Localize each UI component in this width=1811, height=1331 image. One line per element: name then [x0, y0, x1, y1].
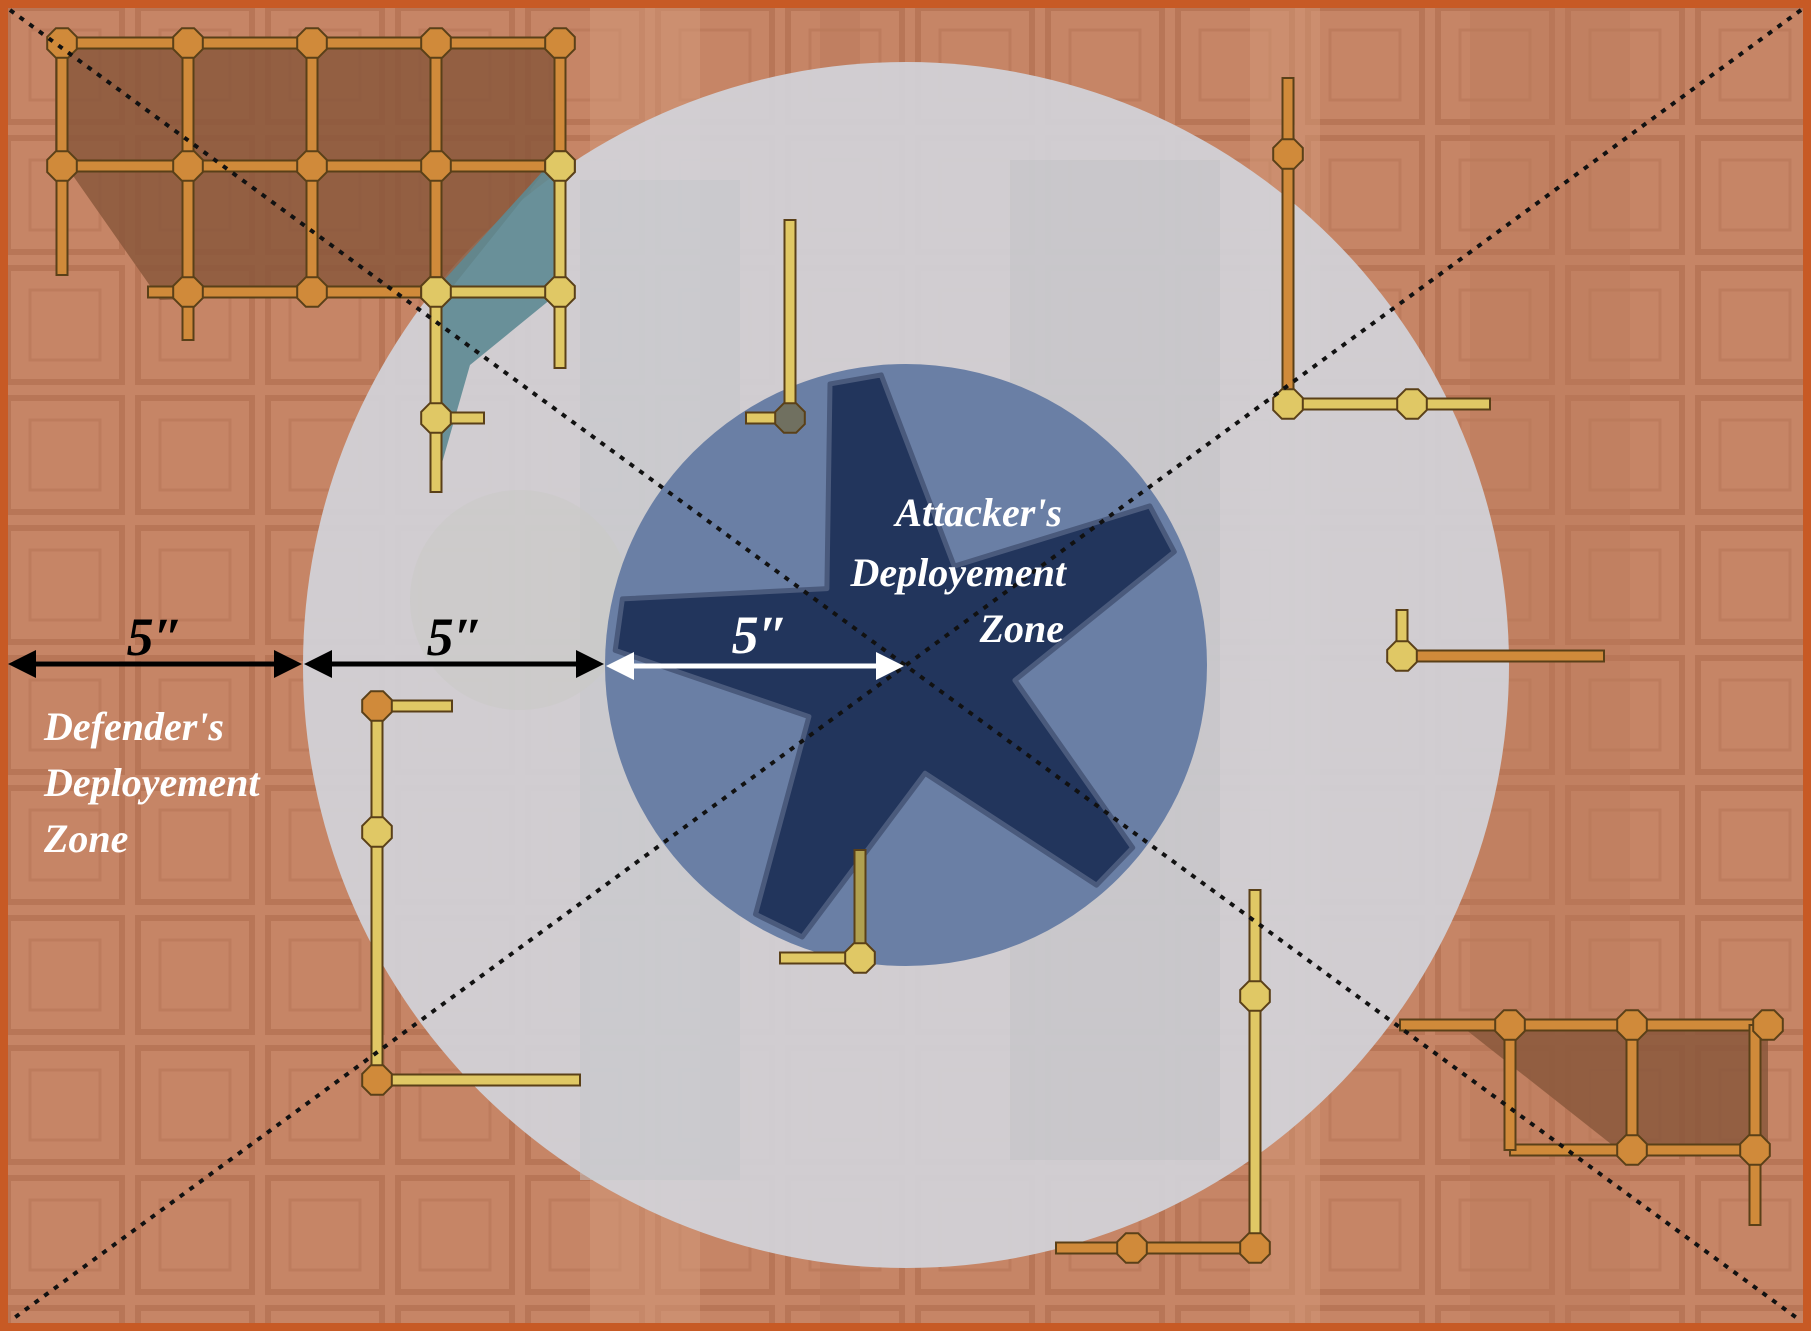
wall-segment [853, 849, 867, 959]
wall-segment [1248, 889, 1262, 1249]
wall-node [1272, 388, 1304, 420]
wall-node [172, 27, 204, 59]
wall-node [1494, 1009, 1526, 1041]
defender-label-line-3: Zone [43, 816, 128, 861]
wall-segment [1625, 1024, 1639, 1151]
distance-arrow-1 [8, 650, 302, 678]
distance-label-2: 5″ [427, 607, 484, 667]
wall-segment [1503, 1024, 1517, 1151]
attacker-label-line-2: Deployement [850, 550, 1068, 595]
wall-segment [1401, 649, 1605, 663]
wall-segment [370, 705, 384, 1081]
defender-label-line-2: Deployement [43, 760, 261, 805]
wall-segment [305, 42, 319, 167]
distance-label-3: 5″ [732, 605, 789, 665]
wall-segment [55, 42, 69, 167]
wall-segment [1281, 77, 1295, 405]
wall-node [172, 150, 204, 182]
wall-node [172, 276, 204, 308]
wall-node [46, 150, 78, 182]
wall-node [544, 150, 576, 182]
wall-node [844, 942, 876, 974]
wall-node [1616, 1134, 1648, 1166]
wall-segment [181, 165, 195, 293]
wall-segment [1399, 1018, 1769, 1032]
wall-node [544, 27, 576, 59]
wall-node [1239, 1232, 1271, 1264]
wall-node [1116, 1232, 1148, 1264]
diagonal-line [8, 8, 1803, 1323]
wall-node [361, 690, 393, 722]
wall-node [420, 276, 452, 308]
wall-segment [376, 1073, 581, 1087]
wall-node [1396, 388, 1428, 420]
wall-node [1739, 1134, 1771, 1166]
attacker-label-line-1: Attacker's [892, 490, 1062, 535]
wall-node [1272, 138, 1304, 170]
wall-node [361, 1064, 393, 1096]
wall-segment [55, 165, 69, 276]
ruin-area-teal [435, 150, 562, 470]
wall-node [1239, 980, 1271, 1012]
distance-label-1: 5″ [127, 607, 184, 667]
wall-node [296, 276, 328, 308]
defender-zone-label: Defender's Deployement Zone [43, 704, 261, 861]
wall-segment [1055, 1241, 1256, 1255]
attacker-label-line-3: Zone [979, 606, 1064, 651]
wall-node [296, 27, 328, 59]
wall-node [420, 150, 452, 182]
wall-segment [553, 165, 567, 369]
wall-node [46, 27, 78, 59]
attacker-zone-label: Attacker's Deployement Zone [850, 490, 1068, 651]
defender-label-line-1: Defender's [43, 704, 224, 749]
wall-node [544, 276, 576, 308]
wall-node [1752, 1009, 1784, 1041]
wall-node [1386, 640, 1418, 672]
wall-segment [435, 285, 561, 299]
walls-layer [46, 27, 1784, 1264]
distance-arrow-3 [606, 652, 904, 680]
wall-segment [429, 42, 443, 167]
diagonal-line [8, 8, 1803, 1323]
wall-segment [181, 42, 195, 167]
wall-node [420, 27, 452, 59]
bg-texture [410, 490, 630, 710]
wall-segment [553, 42, 567, 167]
wall-node [361, 816, 393, 848]
wall-segment [1287, 397, 1491, 411]
wall-node [296, 150, 328, 182]
wall-segment [1748, 1024, 1762, 1226]
wall-node [774, 402, 806, 434]
wall-segment [429, 165, 443, 293]
distance-arrow-2 [304, 650, 604, 678]
wall-node [1616, 1009, 1648, 1041]
wall-segment [783, 219, 797, 419]
ruin-area-bottom-right [1460, 1025, 1768, 1155]
wall-node [420, 402, 452, 434]
